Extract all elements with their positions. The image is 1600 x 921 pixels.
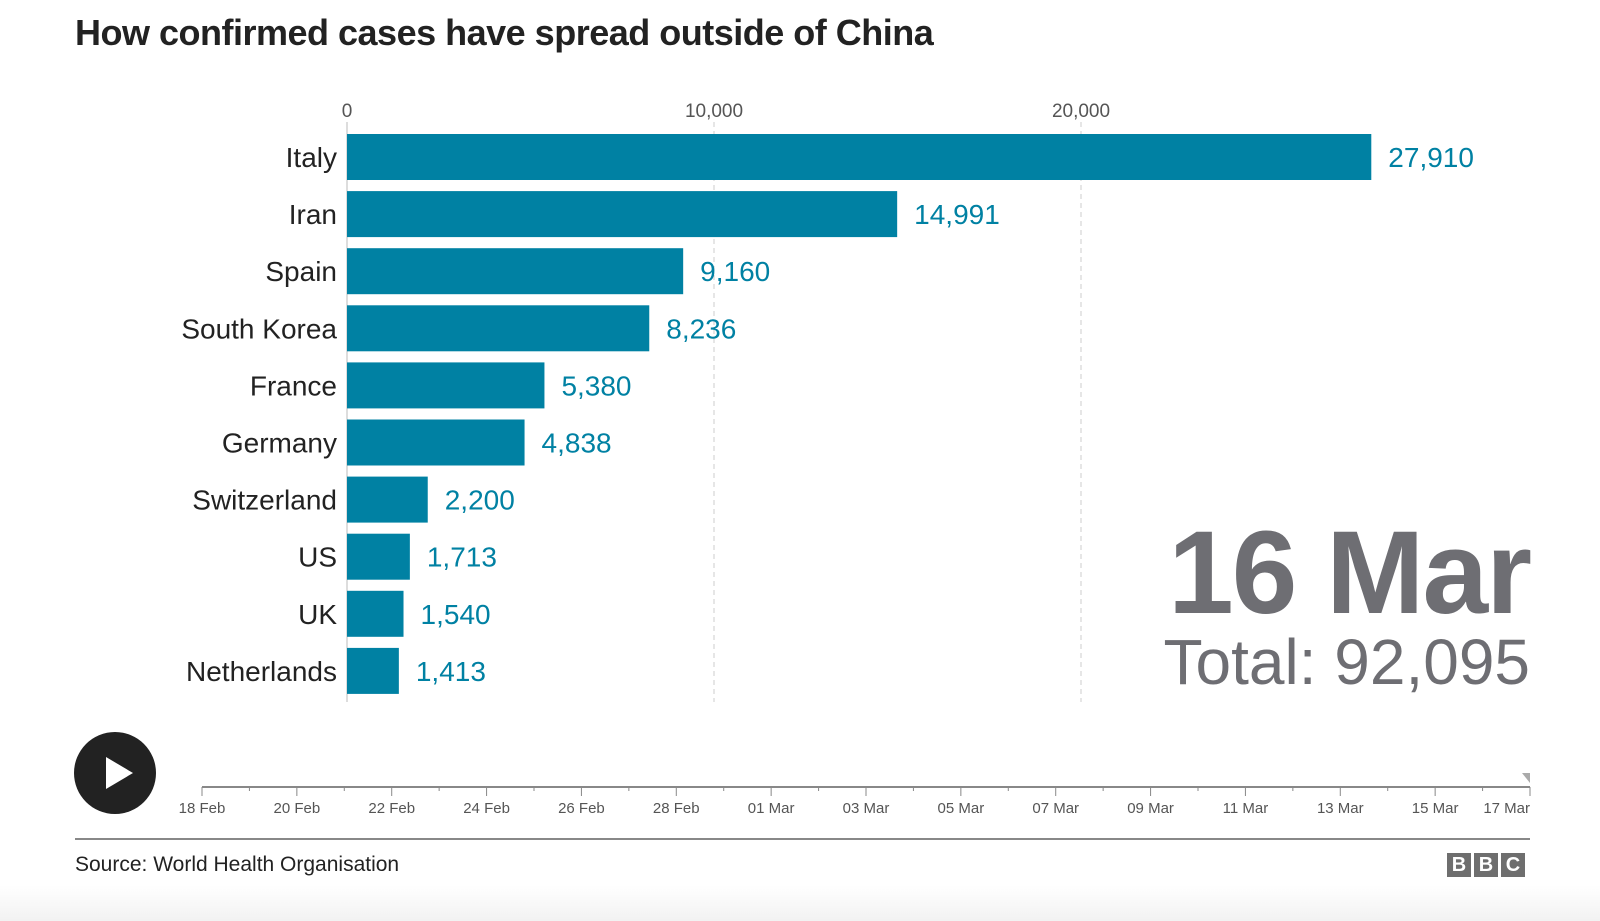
bar bbox=[347, 248, 684, 295]
category-label: Netherlands bbox=[186, 656, 337, 687]
value-label: 27,910 bbox=[1388, 142, 1474, 173]
category-label: US bbox=[298, 542, 337, 573]
x-tick-label: 10,000 bbox=[685, 101, 743, 122]
logo-letter: B bbox=[1474, 853, 1498, 877]
category-label: Italy bbox=[286, 142, 337, 173]
timeline-label: 07 Mar bbox=[1032, 800, 1079, 817]
bar bbox=[347, 191, 898, 238]
timeline-label: 18 Feb bbox=[179, 800, 226, 817]
timeline-label: 20 Feb bbox=[274, 800, 321, 817]
bar bbox=[347, 362, 545, 409]
timeline-label: 26 Feb bbox=[558, 800, 605, 817]
category-label: France bbox=[250, 370, 337, 401]
bar bbox=[347, 647, 399, 694]
value-label: 1,413 bbox=[416, 656, 486, 687]
logo-letter: B bbox=[1447, 853, 1471, 877]
category-label: Switzerland bbox=[192, 485, 337, 516]
bar-chart: 0 10,000 20,000 Italy 27,910 Iran 14,991 Spain 9… bbox=[181, 101, 1474, 702]
bar bbox=[347, 476, 428, 523]
value-label: 5,380 bbox=[561, 370, 631, 401]
timeline-label: 28 Feb bbox=[653, 800, 700, 817]
total-label: Total: 92,095 bbox=[1163, 626, 1531, 698]
timeline-label: 22 Feb bbox=[368, 800, 415, 817]
timeline-label: 01 Mar bbox=[748, 800, 795, 817]
bar bbox=[347, 590, 404, 637]
bar bbox=[347, 305, 650, 352]
timeline-label: 03 Mar bbox=[843, 800, 890, 817]
value-label: 14,991 bbox=[914, 199, 1000, 230]
category-label: Germany bbox=[222, 428, 337, 459]
value-label: 2,200 bbox=[445, 485, 515, 516]
x-tick-label: 0 bbox=[342, 101, 353, 122]
category-label: UK bbox=[298, 599, 337, 630]
category-label: Spain bbox=[265, 256, 337, 287]
x-tick-label: 20,000 bbox=[1052, 101, 1110, 122]
timeline-label: 24 Feb bbox=[463, 800, 510, 817]
category-label: Iran bbox=[289, 199, 337, 230]
bar bbox=[347, 419, 525, 466]
divider bbox=[75, 838, 1530, 840]
value-label: 8,236 bbox=[666, 313, 736, 344]
value-label: 4,838 bbox=[542, 428, 612, 459]
value-label: 9,160 bbox=[700, 256, 770, 287]
timeline-label: 13 Mar bbox=[1317, 800, 1364, 817]
play-button[interactable] bbox=[74, 732, 156, 814]
timeline-label: 09 Mar bbox=[1127, 800, 1174, 817]
bar bbox=[347, 134, 1372, 180]
bar bbox=[347, 533, 410, 580]
current-date-label: 16 Mar bbox=[1168, 507, 1532, 639]
timeline-label: 11 Mar bbox=[1223, 800, 1269, 817]
source-text: Source: World Health Organisation bbox=[75, 853, 400, 876]
value-label: 1,713 bbox=[427, 542, 497, 573]
timeline-label: 17 Mar bbox=[1483, 800, 1530, 817]
footer-background bbox=[0, 885, 1600, 921]
chart-title: How confirmed cases have spread outside … bbox=[75, 12, 934, 53]
value-label: 1,540 bbox=[421, 599, 491, 630]
logo-letter: C bbox=[1501, 853, 1525, 877]
timeline-handle[interactable] bbox=[1522, 773, 1530, 783]
timeline-label: 05 Mar bbox=[938, 800, 985, 817]
timeline-label: 15 Mar bbox=[1412, 800, 1459, 817]
category-label: South Korea bbox=[181, 313, 337, 344]
